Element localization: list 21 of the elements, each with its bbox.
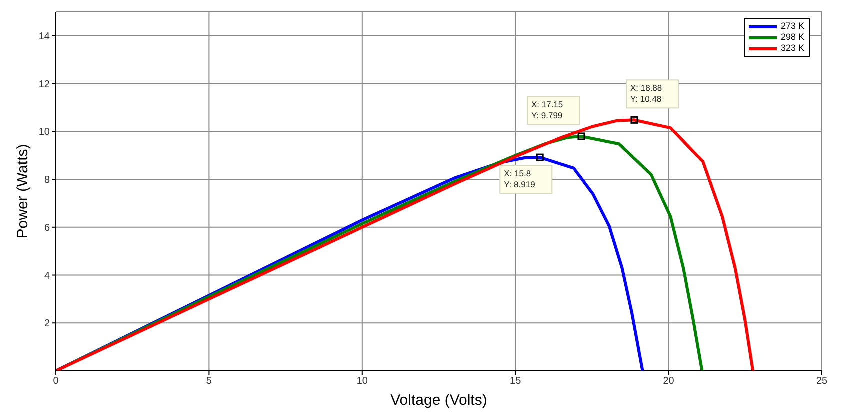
y-tick-label: 4	[44, 270, 50, 282]
y-tick-label: 12	[38, 79, 50, 90]
y-axis-title: Power (Watts)	[14, 144, 32, 239]
legend-label: 273 K	[781, 21, 805, 32]
x-tick-label: 5	[206, 376, 212, 388]
y-tick-label: 6	[44, 222, 50, 234]
y-tick-label: 14	[38, 31, 50, 42]
annotation: X: 17.15 Y: 9.799	[531, 99, 564, 120]
x-tick-label: 10	[356, 376, 368, 388]
y-tick-label: 10	[38, 127, 50, 138]
y-tick-label: 2	[44, 318, 50, 330]
annotation: X: 15.8 Y: 8.919	[504, 168, 536, 190]
x-tick-label: 15	[510, 376, 522, 388]
x-tick-label: 0	[53, 376, 60, 388]
legend-label: 298 K	[781, 32, 805, 43]
annotation: X: 18.88 Y: 10.48	[630, 83, 662, 104]
legend-label: 323 K	[781, 43, 805, 54]
y-tick-label: 8	[44, 175, 50, 186]
x-tick-label: 25	[816, 376, 828, 388]
x-tick-label: 20	[663, 376, 675, 388]
x-axis-title: Voltage (Volts)	[390, 392, 488, 409]
